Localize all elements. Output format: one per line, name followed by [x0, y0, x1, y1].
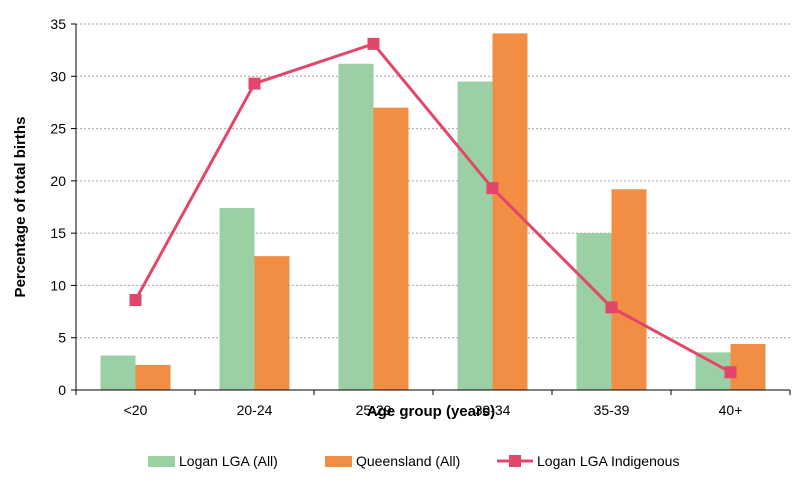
bars [100, 33, 766, 391]
y-tick-label: 10 [50, 277, 66, 293]
bar-logan-lga-all [338, 63, 374, 390]
y-tick-label: 25 [50, 121, 66, 137]
legend-label: Queensland (All) [356, 453, 460, 469]
bar-queensland-all [611, 189, 647, 390]
legend: Logan LGA (All) Queensland (All) Logan LGA… [148, 453, 679, 469]
legend-swatch [325, 456, 352, 467]
indigenous-point [129, 294, 142, 307]
x-tick-label: 25-29 [356, 402, 392, 418]
x-tick-label: <20 [124, 402, 148, 418]
bar-logan-lga-all [100, 355, 136, 390]
y-tick-label: 15 [50, 225, 66, 241]
bar-logan-lga-all [457, 81, 493, 390]
x-tick-label: 30-34 [475, 402, 511, 418]
axes [71, 23, 791, 395]
legend-marker [509, 455, 521, 467]
gridlines [76, 23, 790, 339]
x-tick-label: 20-24 [237, 402, 273, 418]
x-axis-title: Age group (years) [367, 403, 495, 420]
y-tick-label: 5 [58, 330, 66, 346]
y-tick-label: 30 [50, 68, 66, 84]
y-tick-label: 20 [50, 173, 66, 189]
indigenous-point [486, 182, 499, 195]
legend-label: Logan LGA (All) [179, 453, 278, 469]
bar-queensland-all [254, 256, 290, 390]
y-axis-title: Percentage of total births [12, 117, 29, 298]
bar-queensland-all [135, 364, 171, 390]
y-tick-label: 35 [50, 16, 66, 32]
bar-logan-lga-all [219, 208, 255, 390]
tick-labels: 0 5 10 15 20 25 30 35 <20 20-24 25-29 30-34 35-39 40+ [50, 16, 742, 418]
y-tick-label: 0 [58, 382, 66, 398]
indigenous-point [724, 366, 737, 379]
indigenous-point [605, 301, 618, 314]
indigenous-point [248, 77, 261, 90]
bar-queensland-all [373, 107, 409, 391]
bar-queensland-all [492, 33, 528, 390]
legend-label: Logan LGA Indigenous [537, 453, 679, 469]
indigenous-point [367, 37, 380, 50]
x-tick-label: 40+ [719, 402, 743, 418]
indigenous-line-path [134, 42, 732, 374]
indigenous-line [129, 37, 737, 379]
x-tick-label: 35-39 [594, 402, 630, 418]
legend-swatch [148, 456, 175, 467]
